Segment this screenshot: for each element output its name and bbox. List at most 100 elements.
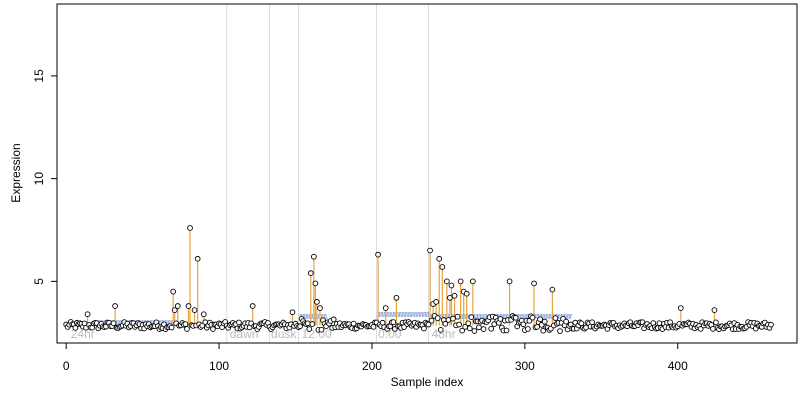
data-point bbox=[72, 325, 79, 331]
x-tick-label-3: 300 bbox=[515, 359, 535, 373]
highlight-point-7 bbox=[191, 307, 198, 313]
data-point bbox=[541, 318, 548, 325]
data-point bbox=[456, 321, 462, 328]
data-point bbox=[450, 315, 456, 322]
x-tick-label-2: 200 bbox=[362, 359, 382, 373]
y-tick-label-1: 10 bbox=[32, 172, 46, 186]
x-tick-label-0: 0 bbox=[63, 359, 70, 373]
data-point bbox=[466, 325, 473, 332]
data-point bbox=[768, 321, 774, 328]
x-tick-label-1: 100 bbox=[209, 359, 229, 373]
y-axis: 5 10 15 bbox=[32, 69, 58, 285]
blue-step-path-1 bbox=[298, 314, 328, 319]
data-point bbox=[552, 315, 559, 321]
data-point bbox=[525, 326, 531, 332]
highlight-point-10 bbox=[249, 303, 256, 309]
highlight-point-24 bbox=[439, 264, 446, 270]
data-point bbox=[309, 321, 316, 327]
highlight-point-16 bbox=[317, 305, 323, 311]
blue-step-segment-1 bbox=[298, 314, 328, 319]
data-point bbox=[425, 321, 432, 328]
y-axis-title: Expression bbox=[9, 143, 23, 202]
data-point bbox=[529, 314, 536, 321]
data-point bbox=[304, 320, 311, 327]
highlight-point-12 bbox=[307, 270, 314, 276]
data-point bbox=[534, 324, 540, 330]
highlight-point-20 bbox=[427, 247, 433, 254]
data-point bbox=[468, 314, 475, 321]
highlight-point-35 bbox=[549, 286, 556, 293]
data-point bbox=[697, 326, 704, 332]
highlight-point-33 bbox=[506, 278, 513, 285]
data-point bbox=[434, 315, 441, 321]
highlight-point-17 bbox=[375, 251, 381, 258]
highlight-point-6 bbox=[187, 225, 193, 231]
highlight-point-22 bbox=[433, 299, 440, 305]
highlight-point-34 bbox=[531, 280, 537, 287]
data-point bbox=[168, 324, 175, 331]
highlight-point-29 bbox=[457, 278, 464, 285]
phase-boundaries bbox=[226, 4, 430, 343]
data-point bbox=[476, 324, 482, 331]
highlight-point-37 bbox=[711, 307, 718, 313]
data-point bbox=[557, 328, 563, 334]
data-point bbox=[236, 319, 242, 326]
data-point bbox=[428, 317, 435, 324]
data-point bbox=[318, 326, 325, 333]
data-point bbox=[459, 327, 466, 334]
data-point bbox=[445, 317, 452, 323]
data-point bbox=[589, 319, 595, 326]
data-point bbox=[110, 320, 117, 327]
data-point bbox=[390, 319, 397, 325]
data-point bbox=[182, 321, 189, 327]
data-point bbox=[512, 314, 519, 321]
data-point bbox=[713, 319, 719, 326]
highlight-point-14 bbox=[312, 280, 319, 287]
highlight-point-15 bbox=[314, 299, 320, 305]
highlight-point-8 bbox=[194, 255, 201, 262]
data-point bbox=[480, 326, 487, 332]
highlight-point-32 bbox=[470, 278, 476, 285]
highlight-point-1 bbox=[112, 303, 118, 309]
x-tick-label-4: 400 bbox=[668, 359, 688, 373]
data-point bbox=[330, 316, 337, 323]
data-point bbox=[656, 320, 663, 327]
data-point bbox=[306, 326, 313, 332]
data-point bbox=[488, 325, 495, 332]
highlight-point-4 bbox=[174, 303, 181, 309]
highlight-point-18 bbox=[382, 305, 389, 311]
data-point bbox=[471, 328, 478, 334]
data-point bbox=[497, 316, 504, 322]
data-points bbox=[63, 225, 774, 334]
data-point bbox=[184, 326, 190, 332]
data-point bbox=[465, 320, 472, 327]
phase-label-0: 24hr bbox=[71, 327, 95, 341]
data-point bbox=[520, 321, 527, 328]
data-point bbox=[563, 318, 569, 325]
data-point bbox=[537, 316, 543, 323]
highlight-point-11 bbox=[289, 309, 296, 316]
data-point bbox=[454, 313, 461, 320]
data-point bbox=[540, 327, 547, 334]
data-point bbox=[503, 327, 510, 334]
highlight-point-27 bbox=[448, 282, 455, 289]
highlight-point-19 bbox=[393, 294, 400, 301]
data-point bbox=[350, 320, 357, 327]
y-tick-label-2: 15 bbox=[32, 69, 46, 83]
highlight-point-3 bbox=[171, 307, 178, 313]
data-point bbox=[442, 320, 449, 327]
highlight-point-23 bbox=[436, 255, 443, 262]
x-axis-title: Sample index bbox=[391, 375, 464, 389]
data-point bbox=[710, 325, 716, 332]
highlight-point-25 bbox=[444, 278, 450, 285]
data-point bbox=[297, 323, 303, 330]
highlight-point-0 bbox=[84, 311, 91, 318]
highlight-point-9 bbox=[200, 311, 207, 318]
data-point bbox=[421, 325, 427, 332]
x-axis: 0 100 200 300 400 bbox=[63, 342, 688, 373]
highlight-point-31 bbox=[463, 290, 470, 297]
highlight-point-36 bbox=[677, 305, 684, 311]
data-point bbox=[437, 327, 444, 333]
